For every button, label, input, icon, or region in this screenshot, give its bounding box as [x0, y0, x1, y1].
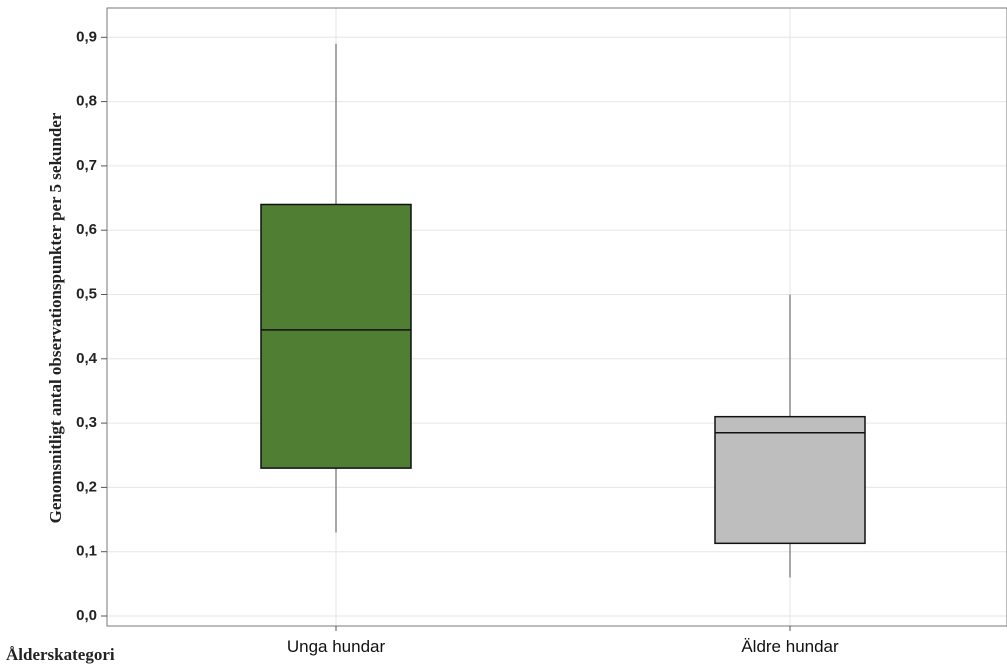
category-label: Äldre hundar	[741, 637, 839, 656]
box-body	[714, 415, 866, 545]
y-tick-label: 0,1	[76, 543, 97, 560]
box-1	[260, 43, 412, 533]
box-body	[260, 203, 412, 469]
box-layer	[260, 43, 866, 578]
plot-frame	[106, 7, 1007, 627]
y-tick-label: 0,9	[76, 28, 97, 45]
x-axis-title: Ålderskategori	[6, 645, 115, 664]
y-tick-label: 0,6	[76, 221, 97, 238]
y-axis-title: Genomsnitligt antal observationspunkter …	[46, 112, 65, 523]
y-tick-label: 0,3	[76, 414, 97, 431]
x-axis-categories: Unga hundar Äldre hundar	[287, 626, 839, 656]
box-2	[714, 294, 866, 578]
y-axis-ticks: 0,0 0,1 0,2 0,3 0,4 0,5 0,6 0,7 0,8 0,9	[76, 28, 107, 624]
y-tick-label: 0,8	[76, 93, 97, 110]
y-tick-label: 0,5	[76, 285, 97, 302]
grid-layer	[107, 8, 1007, 626]
y-tick-label: 0,2	[76, 478, 97, 495]
y-tick-label: 0,0	[76, 607, 97, 624]
category-label: Unga hundar	[287, 637, 386, 656]
y-tick-label: 0,4	[76, 350, 98, 367]
y-tick-label: 0,7	[76, 157, 97, 174]
